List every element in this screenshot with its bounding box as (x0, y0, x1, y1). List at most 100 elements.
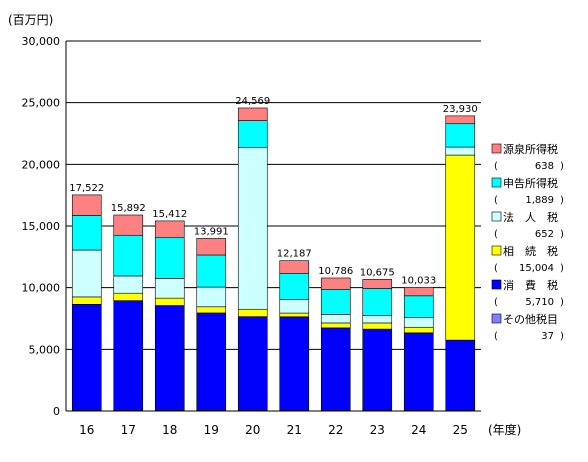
bar-segment (362, 328, 393, 411)
legend-series-value: 638 (535, 161, 554, 172)
bar-total-label: 23,930 (443, 104, 478, 115)
x-tick-label: 20 (245, 423, 260, 437)
bar-segment (279, 299, 310, 314)
bar-segment (362, 322, 393, 330)
legend-paren-close: ) (560, 331, 564, 342)
bar-segment (237, 120, 268, 148)
x-axis-ticks: 16 17 18 19 20 21 22 23 24 25 (79, 423, 468, 437)
y-axis-ticks: 0 5,000 10,000 15,000 20,000 25,000 30,000 (22, 35, 61, 418)
bar-segment (237, 147, 268, 310)
bar-segment (237, 308, 268, 317)
bar-segment (71, 304, 102, 411)
bar-segment (320, 277, 351, 290)
bar-segment (154, 220, 185, 239)
bar-segment (403, 286, 434, 297)
bar-segment (196, 286, 227, 308)
bar-segment (279, 316, 310, 411)
bar-segment (154, 297, 185, 306)
bar-segment (154, 305, 185, 411)
bars (71, 107, 476, 412)
bar-segment (362, 279, 393, 289)
bar-total-label: 10,786 (318, 266, 353, 277)
bar-segment (196, 312, 227, 411)
legend-paren-close: ) (560, 161, 564, 172)
legend-series-name: 消 費 税 (503, 278, 558, 292)
legend-paren-close: ) (560, 229, 564, 240)
bar-segment (320, 322, 351, 329)
bar-segment (71, 215, 102, 251)
legend-paren-open: ( (494, 263, 498, 274)
bar-segment (445, 123, 476, 148)
bar-segment (71, 194, 102, 216)
bar-segment (279, 312, 310, 318)
legend-series-name: 法 人 税 (503, 210, 558, 224)
legend-series-value: 1,889 (525, 195, 554, 206)
y-tick-label: 25,000 (22, 97, 61, 110)
legend-paren-close: ) (560, 297, 564, 308)
bar-segment (113, 275, 144, 294)
y-tick-label: 10,000 (22, 282, 61, 295)
bar-segment (279, 273, 310, 300)
bar-total-label: 10,675 (360, 267, 395, 278)
legend-swatch (491, 143, 502, 154)
y-tick-label: 0 (53, 405, 60, 418)
legend-series-name: 相 続 税 (503, 244, 558, 258)
bar-total-label: 13,991 (194, 226, 229, 237)
bar-segment (196, 306, 227, 314)
x-tick-label: 25 (453, 423, 468, 437)
total-labels: 17,522 15,892 15,412 13,991 24,569 12,187 10,7… (69, 96, 478, 286)
legend-paren-open: ( (494, 195, 498, 206)
x-tick-label: 24 (411, 423, 426, 437)
bar-segment (445, 339, 476, 411)
legend-series-value: 652 (535, 229, 554, 240)
bar-segment (403, 332, 434, 411)
legend-series-value: 37 (541, 331, 554, 342)
x-tick-label: 18 (162, 423, 177, 437)
legend-paren-open: ( (494, 297, 498, 308)
bar-segment (113, 234, 144, 277)
legend-paren-open: ( (494, 331, 498, 342)
x-axis-label: (年度) (488, 422, 521, 437)
bar-segment (445, 146, 476, 156)
bar-segment (403, 295, 434, 318)
bar-segment (362, 315, 393, 324)
x-tick-label: 22 (328, 423, 343, 437)
bar-total-label: 15,892 (111, 203, 146, 214)
x-tick-label: 17 (121, 423, 136, 437)
bar-segment (320, 314, 351, 324)
legend-series-value: 15,004 (519, 263, 554, 274)
x-tick-label: 23 (370, 423, 385, 437)
x-tick-label: 19 (204, 423, 219, 437)
x-tick-label: 21 (287, 423, 302, 437)
bar-total-label: 12,187 (277, 249, 312, 260)
legend-series-name: 申告所得税 (503, 176, 558, 190)
legend-swatch (491, 313, 502, 324)
legend-series-value: 5,710 (525, 297, 554, 308)
bar-total-label: 24,569 (235, 96, 270, 107)
bar-segment (362, 288, 393, 316)
bar-segment (403, 326, 434, 334)
y-tick-label: 5,000 (29, 343, 61, 356)
y-tick-label: 20,000 (22, 158, 61, 171)
x-tick-label: 16 (79, 423, 94, 437)
bar-segment (320, 327, 351, 411)
legend-series-name: 源泉所得税 (503, 142, 558, 156)
bar-segment (154, 237, 185, 279)
bar-total-label: 10,033 (401, 275, 436, 286)
bar-segment (237, 107, 268, 121)
legend-swatch (491, 279, 502, 290)
bar-segment (445, 154, 476, 341)
bar-segment (154, 278, 185, 299)
y-tick-label: 15,000 (22, 220, 61, 233)
bar-segment (113, 300, 144, 411)
legend-paren-close: ) (560, 263, 564, 274)
bar-segment (113, 292, 144, 301)
bar-segment (196, 254, 227, 288)
bar-segment (113, 214, 144, 236)
bar-segment (279, 260, 310, 274)
bar-segment (403, 317, 434, 328)
bar-segment (71, 249, 102, 298)
bar-segment (320, 289, 351, 315)
legend-series-name: その他税目 (503, 312, 558, 326)
legend-paren-close: ) (560, 195, 564, 206)
